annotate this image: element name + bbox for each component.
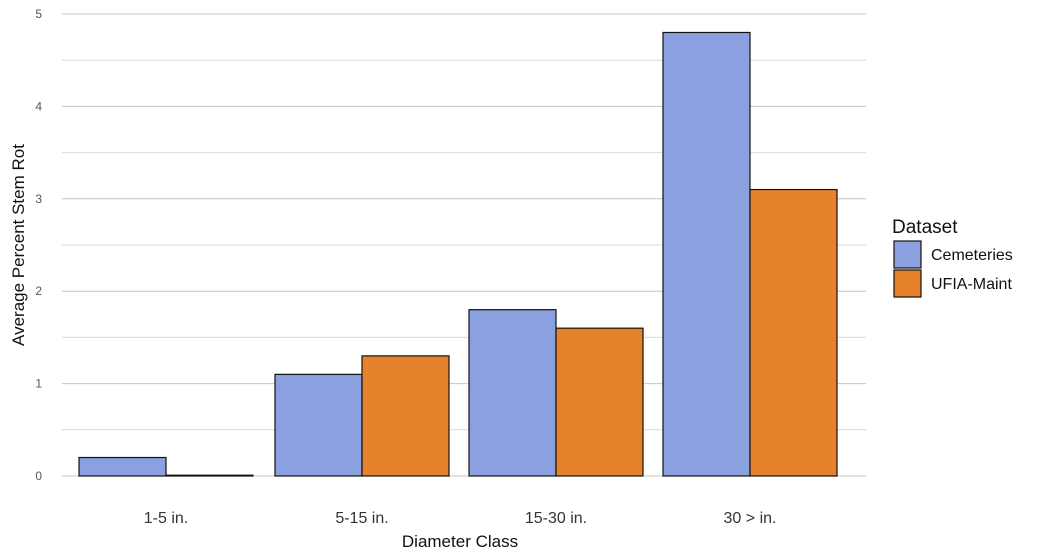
bar-ufia-maint-4 <box>749 188 838 477</box>
x-axis-ticks: 1-5 in. 5-15 in. 15-30 in. 30 > in. <box>144 510 777 527</box>
y-tick-label: 1 <box>35 377 42 391</box>
y-tick-label: 2 <box>35 284 42 298</box>
bar-cemeteries-1 <box>78 456 167 477</box>
bars <box>78 31 838 477</box>
bar-cemeteries-4 <box>662 31 751 477</box>
bar-ufia-maint-3 <box>555 327 644 477</box>
y-tick-label: 3 <box>35 192 42 206</box>
y-axis-ticks: 0 1 2 3 4 5 <box>35 7 42 483</box>
bar-cemeteries-2 <box>274 373 363 477</box>
bar-ufia-maint-2 <box>361 355 450 477</box>
x-tick-label: 1-5 in. <box>144 510 188 527</box>
x-tick-label: 30 > in. <box>724 510 777 527</box>
y-tick-label: 0 <box>35 469 42 483</box>
bar-ufia-maint-1 <box>165 474 254 477</box>
x-axis-title: Diameter Class <box>402 532 518 551</box>
legend-key-cemeteries <box>893 240 922 269</box>
bar-cemeteries-3 <box>468 309 557 477</box>
legend-label: Cemeteries <box>931 247 1013 264</box>
legend-label: UFIA-Maint <box>931 276 1012 293</box>
legend: Dataset Cemeteries UFIA-Maint <box>892 217 1013 298</box>
x-tick-label: 5-15 in. <box>335 510 388 527</box>
y-axis-title: Average Percent Stem Rot <box>9 144 28 346</box>
legend-key-ufia-maint <box>893 269 922 298</box>
x-tick-label: 15-30 in. <box>525 510 587 527</box>
legend-title: Dataset <box>892 217 958 238</box>
y-tick-label: 4 <box>35 99 42 113</box>
y-tick-label: 5 <box>35 7 42 21</box>
